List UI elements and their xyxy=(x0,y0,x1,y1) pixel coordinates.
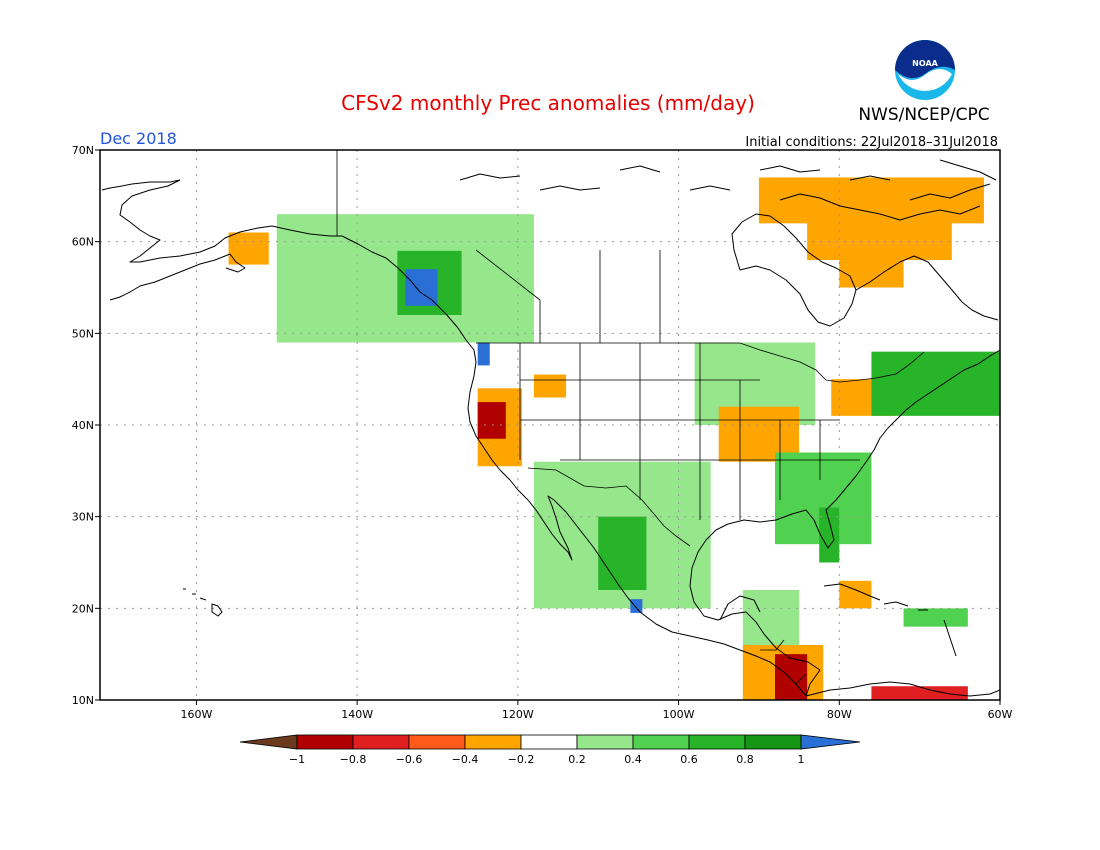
colorbar-swatch xyxy=(632,734,690,750)
latitude-tick-label: 50N xyxy=(72,327,94,340)
canada-provinces xyxy=(475,249,661,343)
latitude-tick-label: 70N xyxy=(72,144,94,157)
svg-text:NOAA: NOAA xyxy=(912,59,938,68)
anomaly-field xyxy=(228,177,1000,700)
atlantic-coast xyxy=(865,349,1000,463)
latitude-labels: 10N 20N 30N 40N 50N 60N 70N xyxy=(72,144,100,707)
political-borders xyxy=(336,150,925,685)
longitude-tick-label: 80W xyxy=(827,708,852,721)
us-state-lines xyxy=(519,343,860,520)
colorbar-swatch xyxy=(352,734,410,750)
anomaly-patch-antilles-green xyxy=(903,608,968,627)
colorbar-swatch xyxy=(408,734,466,750)
longitude-tick-label: 60W xyxy=(988,708,1013,721)
colorbar-swatch xyxy=(576,734,634,750)
hudson-bay xyxy=(731,213,857,327)
alaska-coast xyxy=(101,179,342,263)
anomaly-patch-new-england-green xyxy=(871,351,1000,416)
pacific-coast xyxy=(341,235,529,501)
anomaly-patch-quebec-north-dry xyxy=(839,232,904,288)
agency-label: NWS/NCEP/CPC xyxy=(858,105,989,125)
hawaii-islands xyxy=(183,588,223,617)
south-america-coast xyxy=(805,681,1000,697)
initial-conditions-label: Initial conditions: 22Jul2018–31Jul2018 xyxy=(745,135,998,150)
lesser-antilles xyxy=(943,619,957,657)
aleutian-islands xyxy=(109,253,231,301)
us-canada-border xyxy=(476,342,925,383)
greenland-edge xyxy=(939,159,997,181)
colorbar-label: 1 xyxy=(798,753,805,766)
anomaly-patch-florida-green xyxy=(819,507,840,563)
latitude-tick-label: 30N xyxy=(72,511,94,524)
longitude-tick-label: 100W xyxy=(663,708,695,721)
lat-lon-grid xyxy=(100,150,1000,700)
anomaly-patch-jalisco-wet xyxy=(630,599,643,613)
colorbar-arrow-high xyxy=(800,734,861,750)
colorbar-legend: −1 −0.8 −0.6 −0.4 −0.2 0.2 0.4 0.6 0.8 1 xyxy=(239,734,861,766)
latitude-tick-label: 60N xyxy=(72,236,94,249)
baffin-island xyxy=(779,193,981,221)
longitude-tick-label: 120W xyxy=(502,708,534,721)
colorbar-label: −1 xyxy=(289,753,305,766)
coastlines xyxy=(101,159,1000,697)
anomaly-patch-wa-coast-wet xyxy=(477,342,490,366)
anomaly-patch-n-california-dry xyxy=(477,402,506,439)
colorbar-label: −0.2 xyxy=(508,753,535,766)
mexico-central-america-border xyxy=(760,639,807,685)
yucatan xyxy=(719,595,761,621)
anomaly-patch-sw-alaska-dry xyxy=(228,232,269,265)
colorbar-label: 0.4 xyxy=(624,753,642,766)
colorbar-label: −0.8 xyxy=(340,753,367,766)
noaa-logo: NOAA xyxy=(895,40,955,100)
colorbar-swatch xyxy=(520,734,578,750)
latitude-tick-label: 40N xyxy=(72,419,94,432)
alaska-peninsula xyxy=(225,253,246,273)
colorbar-arrow-low xyxy=(239,734,298,750)
forecast-month: Dec 2018 xyxy=(100,129,177,148)
colorbar-label: −0.6 xyxy=(396,753,423,766)
colorbar-label: 0.2 xyxy=(568,753,586,766)
anomaly-patch-caribbean-south-dry xyxy=(871,686,968,700)
latitude-tick-label: 10N xyxy=(72,694,94,707)
baja-california xyxy=(527,495,573,561)
colorbar-label: 0.8 xyxy=(736,753,754,766)
mexico-west-coast xyxy=(553,499,807,697)
anomaly-patch-baffin-dry xyxy=(758,177,984,224)
colorbar-swatch xyxy=(744,734,802,750)
figure-title: CFSv2 monthly Prec anomalies (mm/day) xyxy=(341,91,755,115)
latitude-tick-label: 20N xyxy=(72,602,94,615)
colorbar-swatch xyxy=(464,734,522,750)
colorbar-label: −0.4 xyxy=(452,753,479,766)
cuba xyxy=(823,583,881,601)
labrador-coast xyxy=(855,255,999,321)
longitude-tick-label: 140W xyxy=(341,708,373,721)
hispaniola xyxy=(883,601,909,607)
colorbar-swatch xyxy=(688,734,746,750)
longitude-tick-label: 160W xyxy=(180,708,212,721)
gulf-coast xyxy=(689,461,867,697)
anomaly-patch-nw-mexico-green xyxy=(598,516,647,590)
colorbar-swatch xyxy=(296,734,354,750)
arctic-islands xyxy=(459,165,991,201)
longitude-labels: 160W 140W 120W 100W 80W 60W xyxy=(180,700,1013,721)
map-panel: 10N 20N 30N 40N 50N 60N 70N 160W 140W 120W 100W 80… xyxy=(72,144,1013,721)
anomaly-patch-idaho-dry xyxy=(533,374,567,398)
us-mexico-border xyxy=(527,467,691,547)
colorbar-label: 0.6 xyxy=(680,753,698,766)
anomaly-patch-honduras-dry-strong xyxy=(775,654,808,700)
